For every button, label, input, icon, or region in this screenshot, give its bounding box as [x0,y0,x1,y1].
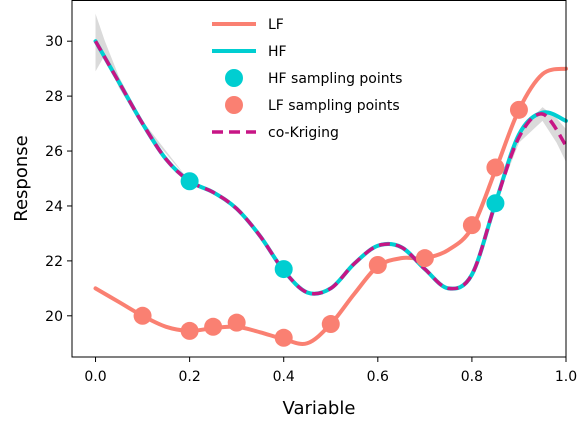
y-tick-label: 24 [45,199,63,215]
uncertainty-band-layer [95,13,567,275]
lf-sampling-points-point-9 [486,158,505,177]
y-tick-label: 26 [45,144,63,160]
legend-entry-co-kriging: co-Kriging [212,125,339,141]
lf-sampling-points-point-3 [227,313,246,332]
sampling-points-layer [133,100,528,347]
y-axis-ticks: 20 22 24 26 28 30 [45,34,72,325]
lf-sampling-points-point-6 [368,256,387,274]
hf-sampling-points-point-0 [180,172,199,191]
uncertainty-band [95,13,567,275]
legend-swatch-hf-sampling-points [225,69,243,87]
y-tick-label: 22 [45,254,63,270]
x-tick-label: 0.8 [461,369,483,385]
legend-entry-hf-sampling-points: HF sampling points [225,69,402,87]
lf-sampling-points-point-0 [133,306,152,325]
legend-entry-lf-sampling-points: LF sampling points [225,96,400,114]
plot-frame [71,0,567,358]
legend-label-co-kriging: co-Kriging [268,125,339,141]
x-axis-label: Variable [283,398,356,419]
legend-label-lf-sampling-points: LF sampling points [268,98,400,114]
lf-sampling-points-point-5 [321,315,340,334]
lf-sampling-points-point-8 [462,216,481,235]
x-axis-ticks: 0.0 0.2 0.4 0.6 0.8 1.0 [84,357,577,385]
legend-label-hf-sampling-points: HF sampling points [268,71,402,87]
legend-entry-hf: HF [212,44,287,60]
legend: LF HF HF sampling points LF sampling points… [212,17,402,141]
hf-sampling-points-point-1 [274,260,293,279]
x-tick-label: 0.0 [84,369,106,385]
x-tick-label: 0.6 [367,369,389,385]
y-tick-label: 30 [45,34,63,50]
legend-label-hf: HF [268,44,287,60]
series-line-co-kriging [94,40,568,296]
x-tick-label: 0.4 [273,369,295,385]
y-axis-label: Response [11,135,32,221]
hf-sampling-points-point-2 [486,194,505,213]
y-tick-label: 20 [45,309,63,325]
x-tick-label: 1.0 [555,369,577,385]
lf-sampling-points-point-10 [509,100,528,119]
lf-sampling-points-point-7 [415,249,434,268]
legend-label-lf: LF [268,17,284,33]
lf-sampling-points-point-2 [204,317,223,336]
lf-sampling-points-point-1 [180,321,199,340]
legend-entry-lf: LF [212,17,284,33]
x-tick-label: 0.2 [178,369,200,385]
lf-sampling-points-point-4 [274,328,293,347]
legend-swatch-lf-sampling-points [225,96,243,114]
y-tick-label: 28 [45,89,63,105]
